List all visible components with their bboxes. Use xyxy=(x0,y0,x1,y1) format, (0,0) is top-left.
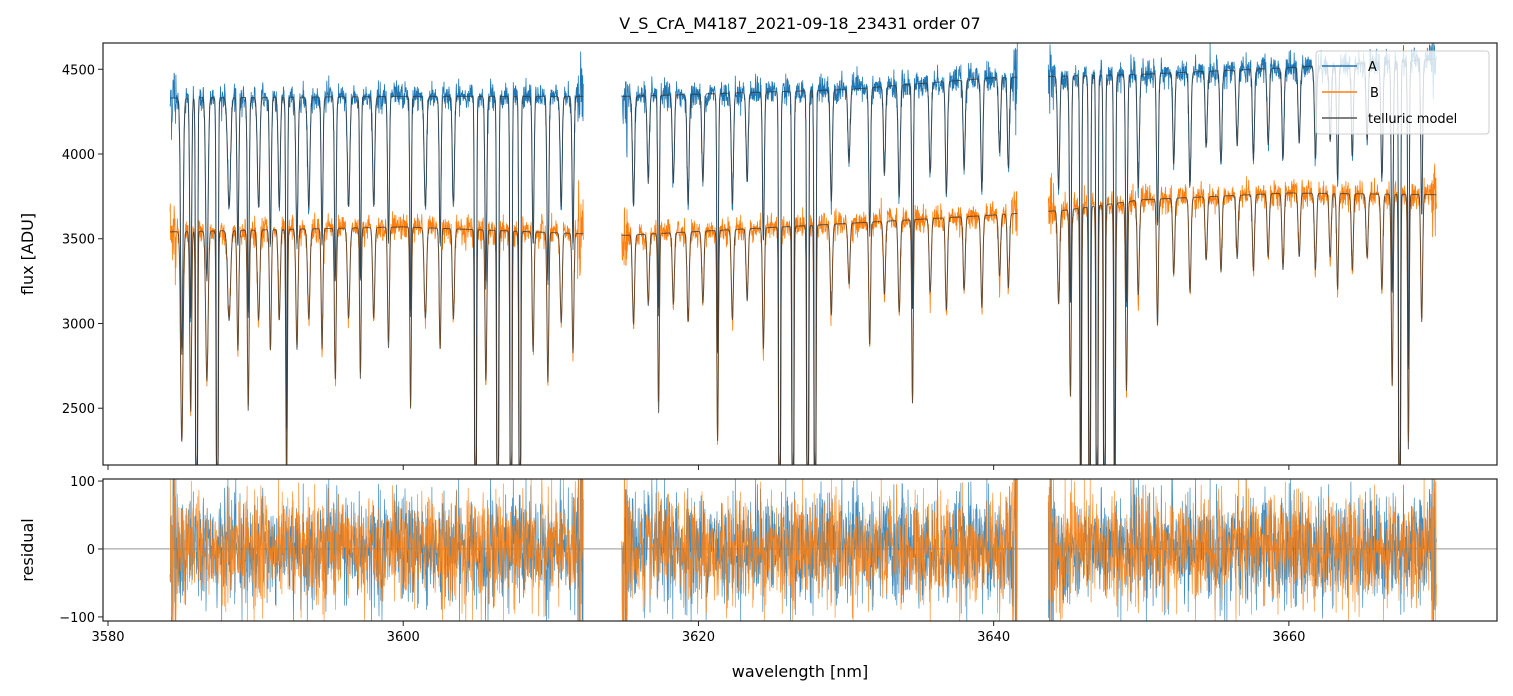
telluric-model-b-segment-0 xyxy=(170,226,584,465)
residual-axes-frame xyxy=(102,478,1498,622)
residual-ylabel: residual xyxy=(18,518,37,581)
flux-y-tick-label: 4000 xyxy=(62,148,95,163)
series-b-residual-segment-2 xyxy=(1047,479,1437,621)
series-b-residual-segment-1 xyxy=(621,479,1018,621)
flux-y-tick-label: 3500 xyxy=(62,233,95,248)
telluric-model-a-segment-0 xyxy=(170,95,584,465)
x-tick-label: 3640 xyxy=(977,630,1010,645)
telluric-model-a-segment-1 xyxy=(621,76,1018,465)
residual-y-tick-label: 0 xyxy=(87,543,95,558)
legend-label-a: A xyxy=(1368,60,1377,75)
x-axis-label: wavelength [nm] xyxy=(732,662,869,681)
legend-box xyxy=(1315,50,1490,135)
series-a-flux-segment-1 xyxy=(621,43,1018,465)
legend-label-model: telluric model xyxy=(1368,112,1457,127)
telluric-model-b-segment-1 xyxy=(621,212,1018,465)
x-tick-label: 3580 xyxy=(91,630,124,645)
flux-y-tick-label: 2500 xyxy=(62,402,95,417)
legend-label-b: B xyxy=(1370,86,1379,101)
x-tick-label: 3600 xyxy=(387,630,420,645)
flux-y-tick-label: 4500 xyxy=(62,63,95,78)
legend: A B telluric model xyxy=(1315,50,1490,135)
flux-panel-data xyxy=(169,43,1437,465)
chart-title: V_S_CrA_M4187_2021-09-18_23431 order 07 xyxy=(619,14,980,34)
x-tick-label: 3620 xyxy=(682,630,715,645)
telluric-model-b-segment-2 xyxy=(1048,192,1437,465)
x-tick-label: 3660 xyxy=(1272,630,1305,645)
residual-y-tick-label: 100 xyxy=(70,475,95,490)
residual-y-tick-label: −100 xyxy=(59,611,95,626)
flux-ylabel: flux [ADU] xyxy=(18,213,37,295)
flux-y-tick-label: 3000 xyxy=(62,317,95,332)
flux-axes-frame xyxy=(102,42,1498,466)
series-b-residual-segment-0 xyxy=(169,479,584,621)
residual-panel-data xyxy=(103,479,1497,621)
